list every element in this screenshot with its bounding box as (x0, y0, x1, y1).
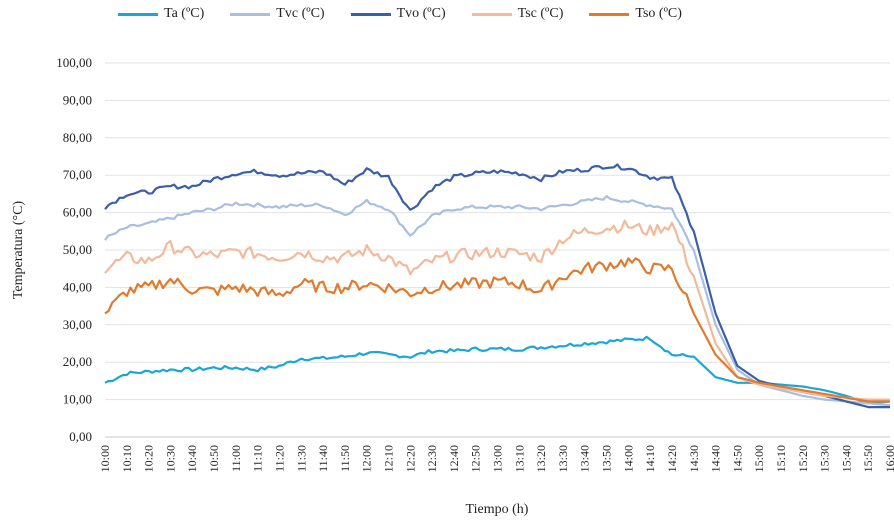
x-tick-label: 13:10 (512, 445, 526, 472)
x-tick-label: 10:30 (163, 445, 177, 472)
x-tick-label: 10:10 (120, 445, 134, 472)
x-tick-label: 15:10 (774, 445, 788, 472)
legend-label-tsc: Tsc (ºC) (517, 6, 564, 21)
x-tick-label: 16:00 (883, 445, 894, 472)
legend-label-tvo: Tvo (ºC) (396, 6, 446, 21)
x-tick-label: 12:00 (360, 445, 374, 472)
legend-item-tvc: Tvc (ºC) (230, 6, 325, 22)
x-tick-label: 14:40 (709, 445, 723, 472)
x-tick-label: 15:50 (861, 445, 875, 472)
x-tick-label: 11:50 (338, 445, 352, 472)
legend-item-ta: Ta (ºC) (118, 6, 204, 22)
legend-swatch-tsc (471, 12, 512, 16)
x-tick-label: 13:20 (534, 445, 548, 472)
x-tick-label: 15:00 (752, 445, 766, 472)
x-tick-label: 10:00 (98, 445, 112, 472)
x-tick-label: 15:20 (796, 445, 810, 472)
y-tick-label: 70,00 (63, 167, 92, 182)
y-tick-label: 20,00 (63, 354, 92, 369)
x-tick-label: 14:30 (687, 445, 701, 472)
series-line-tvc (104, 195, 891, 407)
legend-label-ta: Ta (ºC) (164, 6, 205, 21)
y-tick-label: 50,00 (63, 242, 92, 257)
y-tick-label: 40,00 (63, 279, 92, 294)
legend-swatch-tvc (230, 12, 271, 16)
y-tick-label: 0,00 (69, 429, 92, 444)
series-line-tso (104, 257, 890, 403)
x-tick-label: 15:30 (818, 445, 832, 472)
legend-item-tvo: Tvo (ºC) (350, 6, 446, 22)
series-line-tvo (104, 163, 890, 409)
legend-label-tso: Tso (ºC) (635, 6, 682, 21)
series-line-ta (104, 335, 891, 405)
legend-label-tvc: Tvc (ºC) (276, 6, 325, 21)
y-tick-label: 30,00 (63, 317, 92, 332)
legend-swatch-tvo (350, 12, 391, 16)
legend-swatch-tso (589, 12, 630, 16)
x-tick-label: 11:10 (251, 445, 265, 472)
series-lines (104, 163, 891, 409)
x-tick-label: 13:40 (578, 445, 592, 472)
x-tick-label: 11:40 (316, 445, 330, 472)
legend-item-tso: Tso (ºC) (589, 6, 682, 22)
y-tick-label: 100,00 (56, 55, 92, 70)
x-tick-label: 11:00 (229, 445, 243, 472)
x-tick-label: 11:30 (294, 445, 308, 472)
series-line-tsc (104, 219, 890, 401)
y-tick-label: 80,00 (63, 130, 92, 145)
x-tick-label: 13:30 (556, 445, 570, 472)
x-tick-label: 11:20 (272, 445, 286, 472)
x-tick-label: 13:50 (600, 445, 614, 472)
x-tick-label: 14:10 (643, 445, 657, 472)
legend-item-tsc: Tsc (ºC) (471, 6, 564, 22)
y-tick-label: 10,00 (63, 392, 92, 407)
y-tick-label: 60,00 (63, 205, 92, 220)
x-tick-label: 10:40 (185, 445, 199, 472)
x-tick-label: 12:40 (447, 445, 461, 472)
y-tick-label: 90,00 (63, 92, 92, 107)
x-tick-label: 14:20 (665, 445, 679, 472)
x-tick-label: 13:00 (491, 445, 505, 472)
legend-swatch-ta (118, 12, 158, 16)
y-axis-title: Temperatura (°C) (11, 201, 26, 300)
x-tick-label: 12:10 (381, 445, 395, 472)
x-tick-label: 14:50 (730, 445, 744, 472)
y-axis-ticks: 0,00 10,00 20,00 30,00 40,00 50,00 60,00 70,00 8… (56, 55, 92, 444)
x-tick-label: 12:50 (469, 445, 483, 472)
x-tick-label: 14:00 (621, 445, 635, 472)
legend: Ta (ºC) Tvc (ºC) Tvo (ºC) Tsc (ºC) Tso (… (118, 6, 682, 22)
gridlines (105, 62, 890, 438)
x-tick-label: 10:20 (142, 445, 156, 472)
x-axis-title: Tiempo (h) (466, 502, 529, 517)
x-tick-label: 15:40 (839, 445, 853, 472)
x-tick-label: 12:30 (425, 445, 439, 472)
x-tick-label: 12:20 (403, 445, 417, 472)
x-axis-ticks: 10:00 10:10 10:20 10:30 10:40 10:50 11:00 11:10… (98, 445, 894, 472)
x-tick-label: 10:50 (207, 445, 221, 472)
